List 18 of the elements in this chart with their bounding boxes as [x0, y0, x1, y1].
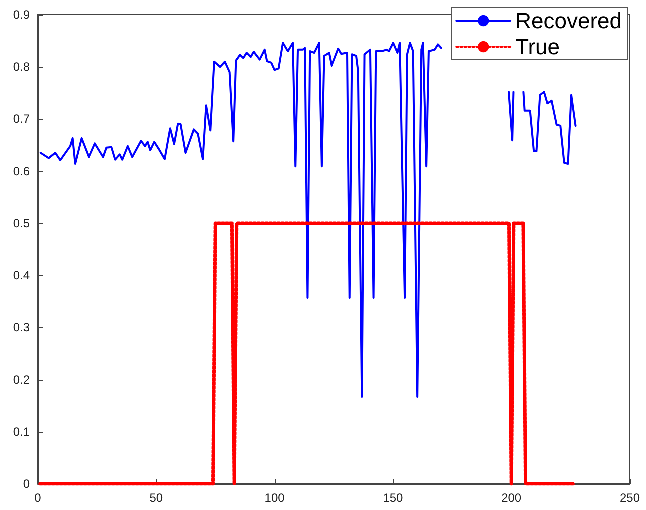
y-tick-label: 0.8 — [13, 60, 30, 74]
y-tick-label: 0.7 — [13, 112, 30, 126]
x-tick-label: 0 — [34, 491, 42, 505]
legend-label: True — [516, 34, 560, 60]
y-tick-label: 0.3 — [13, 320, 30, 335]
y-tick-label: 0.2 — [13, 372, 30, 387]
x-tick-label: 100 — [264, 491, 286, 505]
y-tick-label: 0.1 — [13, 424, 30, 439]
x-tick-label: 200 — [502, 491, 522, 505]
y-tick-label: 0.4 — [13, 268, 30, 283]
y-tick-label: 0.6 — [13, 164, 30, 178]
y-tick-label: 0 — [23, 477, 30, 491]
y-tick-label: 0.5 — [13, 216, 30, 230]
legend-label: Recovered — [516, 8, 622, 34]
x-tick-label: 150 — [383, 491, 404, 505]
x-tick-label: 50 — [150, 491, 164, 505]
y-tick-label: 0.9 — [13, 8, 30, 22]
x-tick-label: 250 — [620, 491, 640, 505]
